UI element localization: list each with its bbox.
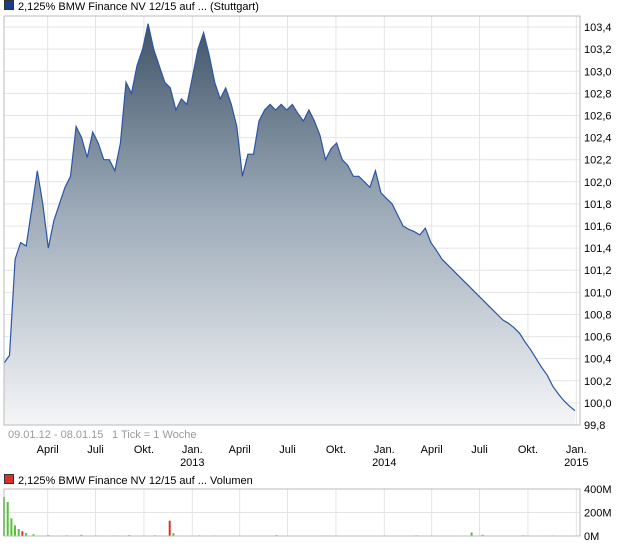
volume-y-tick-label: 200M <box>584 508 612 520</box>
volume-y-axis: 400M 200M 0M <box>584 484 612 543</box>
price-x-tick-label: Jan. <box>566 444 587 456</box>
price-y-tick-label: 100,4 <box>584 354 612 366</box>
price-y-tick-label: 100,0 <box>584 398 612 410</box>
price-line <box>3 23 576 412</box>
price-y-tick-label: 101,2 <box>584 265 612 277</box>
date-range-note: 09.01.12 - 08.01.15 <box>8 429 103 441</box>
price-legend-label: 2,125% BMW Finance NV 12/15 auf ... (Stu… <box>18 1 259 13</box>
price-y-tick-label: 100,8 <box>584 309 612 321</box>
price-plot-frame <box>3 15 581 426</box>
price-y-tick-label: 102,8 <box>584 88 612 100</box>
price-x-tick-label: April <box>229 444 251 456</box>
price-x-tick-label: Jan. <box>374 444 395 456</box>
price-area <box>4 23 575 425</box>
price-y-tick-label: 101,4 <box>584 243 612 255</box>
volume-bar <box>25 533 28 536</box>
volume-bar <box>172 533 175 536</box>
volume-grid <box>4 488 580 537</box>
volume-bar <box>21 531 24 536</box>
price-x-tick-label: Juli <box>87 444 104 456</box>
price-y-tick-label: 102,4 <box>584 133 612 145</box>
volume-bar <box>481 534 484 536</box>
price-x-tick-label: Juli <box>471 444 488 456</box>
volume-bar <box>32 534 35 536</box>
volume-bar <box>80 534 83 536</box>
price-x-year-label: 2014 <box>372 457 396 469</box>
volume-bar <box>470 532 473 536</box>
price-x-tick-label: April <box>37 444 59 456</box>
price-y-tick-label: 103,2 <box>584 44 612 56</box>
price-y-tick-label: 101,8 <box>584 199 612 211</box>
price-y-tick-label: 102,0 <box>584 177 612 189</box>
price-y-tick-label: 99,8 <box>584 420 605 432</box>
price-y-tick-label: 102,6 <box>584 110 612 122</box>
price-y-tick-label: 101,6 <box>584 221 612 233</box>
volume-swatch-icon <box>4 474 14 484</box>
price-x-tick-label: Okt. <box>518 444 538 456</box>
price-x-tick-label: Okt. <box>326 444 346 456</box>
volume-y-tick-label: 400M <box>584 484 612 496</box>
price-x-year-label: 2015 <box>564 457 588 469</box>
volume-bar <box>14 525 16 536</box>
price-y-tick-label: 102,2 <box>584 155 612 167</box>
volume-bar <box>10 518 13 536</box>
volume-bar <box>17 529 20 536</box>
volume-y-tick-label: 0M <box>584 531 599 543</box>
price-x-tick-label: Okt. <box>134 444 154 456</box>
price-x-year-label: 2013 <box>180 457 204 469</box>
volume-legend: 2,125% BMW Finance NV 12/15 auf ... Volu… <box>4 474 253 487</box>
price-legend: 2,125% BMW Finance NV 12/15 auf ... (Stu… <box>4 0 259 13</box>
price-y-tick-label: 101,0 <box>584 287 612 299</box>
volume-plot-frame <box>3 488 581 537</box>
volume-legend-label: 2,125% BMW Finance NV 12/15 auf ... Volu… <box>18 475 253 487</box>
price-x-tick-label: Juli <box>279 444 296 456</box>
price-y-tick-label: 103,0 <box>584 66 612 78</box>
price-y-tick-label: 100,6 <box>584 332 612 344</box>
volume-bar <box>168 520 171 536</box>
price-x-tick-label: Jan. <box>182 444 203 456</box>
price-y-tick-label: 103,4 <box>584 22 612 34</box>
volume-bars <box>3 497 554 536</box>
price-x-tick-label: April <box>421 444 443 456</box>
price-swatch-icon <box>4 0 14 10</box>
price-y-tick-label: 100,2 <box>584 376 612 388</box>
price-y-axis: 103,4 103,2 103,0 102,8 102,6 102,4 102,2 102,0… <box>584 22 612 432</box>
volume-bar <box>6 501 9 536</box>
tick-note: 1 Tick = 1 Woche <box>112 429 196 441</box>
